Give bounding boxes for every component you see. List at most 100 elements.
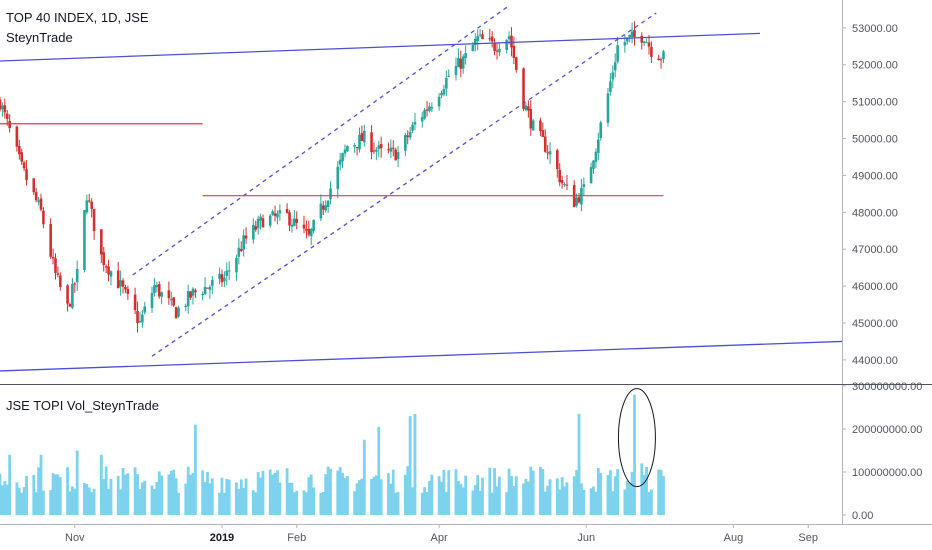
candle-body [208,286,212,290]
volume-bar [222,493,226,515]
volume-bar [191,472,195,515]
candle-body [510,35,513,48]
candle-body [543,136,547,152]
candle-body [143,306,147,313]
candle-body [218,273,221,279]
candle-body [75,269,79,283]
candle-body [507,36,511,40]
candle-body [640,35,644,43]
candle-body [225,270,229,276]
candle-body [389,147,393,152]
candle-body [471,45,475,52]
volume-bar [227,479,231,515]
candle-body [647,42,651,47]
candle-body [529,109,533,129]
volume-bar [225,478,229,515]
candle-body [54,258,57,273]
price-tick-label: 52000.00 [852,60,898,72]
volume-bar [541,469,545,515]
volume-bar [143,480,147,515]
candle-body [271,211,274,215]
candle-body [153,285,156,294]
candle-body [22,162,26,169]
candle-body [227,270,231,272]
volume-bar [650,489,653,515]
volume-highlight-ellipse [617,388,656,488]
candle-body [642,41,646,44]
volume-bar [560,477,564,515]
volume-bar [558,489,562,515]
candle-body [505,39,508,50]
volume-bar [343,477,347,515]
price-tick-label: 47000.00 [852,244,898,256]
candle-body [616,45,619,62]
candle-body [336,166,340,189]
candle-body [633,30,636,37]
candle-body [363,130,366,143]
candle-body [136,310,139,324]
volume-bar [203,482,207,515]
candle-body [254,226,258,230]
volume-bar [177,492,180,515]
volume-bar [3,481,7,515]
volume-bar [608,470,612,515]
volume-bar [126,473,130,515]
candle-body [169,299,173,301]
volume-bar [374,475,378,515]
candle-body [268,215,272,226]
volume-bar [594,491,598,515]
volume-bar [155,481,159,515]
candle-body [379,144,383,149]
candle-body [107,266,110,275]
volume-bar [124,474,127,515]
candle-body [457,58,460,67]
lower-trend-line [0,340,843,372]
volume-bar [437,476,441,515]
candle-body [657,58,660,61]
volume-bar [157,471,161,515]
candle-body [92,208,96,232]
candle-body [372,150,376,152]
volume-bars [0,394,665,515]
candle-body [0,99,2,110]
candle-body [522,68,525,109]
volume-tick-label: 100000000.00 [852,467,922,479]
candle-body [514,57,518,70]
volume-bar [633,394,636,515]
candle-body [51,256,55,259]
volume-bar [408,416,412,515]
volume-bar [442,469,446,515]
candle-body [102,252,106,266]
candle-body [194,290,197,293]
volume-bar [58,477,62,515]
volume-bar [104,466,108,515]
volume-tick-label: 300000000.00 [852,381,922,393]
volume-bar [630,471,634,515]
candle-body [100,229,103,255]
volume-bar [237,488,241,515]
candle-body [321,205,325,210]
volume-bar [133,467,137,515]
volume-bar [623,489,627,515]
channel-upper-line [132,5,510,276]
candle-body [8,120,11,129]
candle-body [242,235,245,250]
candle-body [531,120,535,131]
candle-body [558,169,562,183]
volume-bar [292,492,296,515]
volume-bar [174,478,178,515]
candle-body [582,184,586,188]
volume-bar [645,466,648,515]
candle-body [645,42,648,44]
candle-body [430,106,434,109]
volume-bar [22,487,26,515]
candle-body [423,109,426,119]
volume-bar [430,474,434,515]
candle-body [201,294,204,296]
volume-bar [256,471,260,515]
volume-bar [244,478,248,515]
volume-bar [548,479,552,515]
candle-body [150,293,154,308]
price-tick-label: 48000.00 [852,207,898,219]
